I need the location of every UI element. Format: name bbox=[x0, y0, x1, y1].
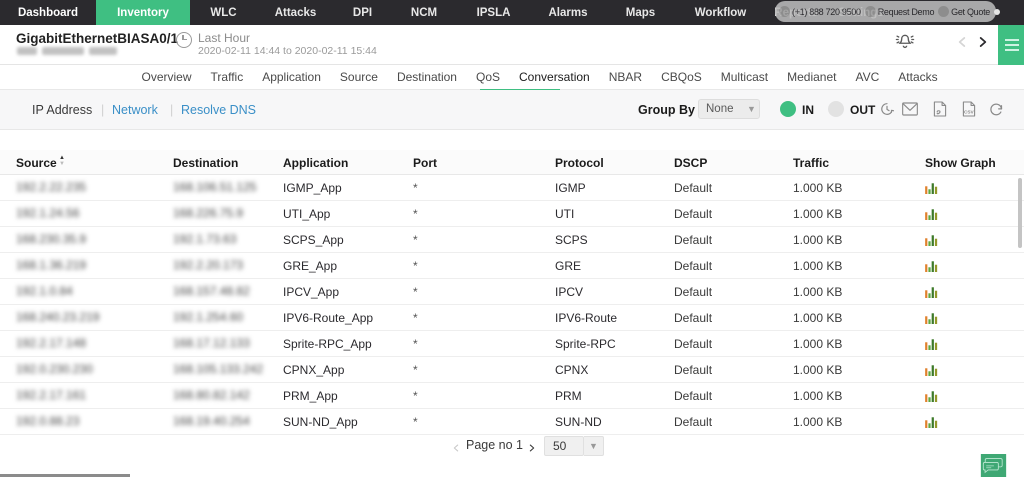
svg-text:CSV: CSV bbox=[964, 110, 975, 116]
